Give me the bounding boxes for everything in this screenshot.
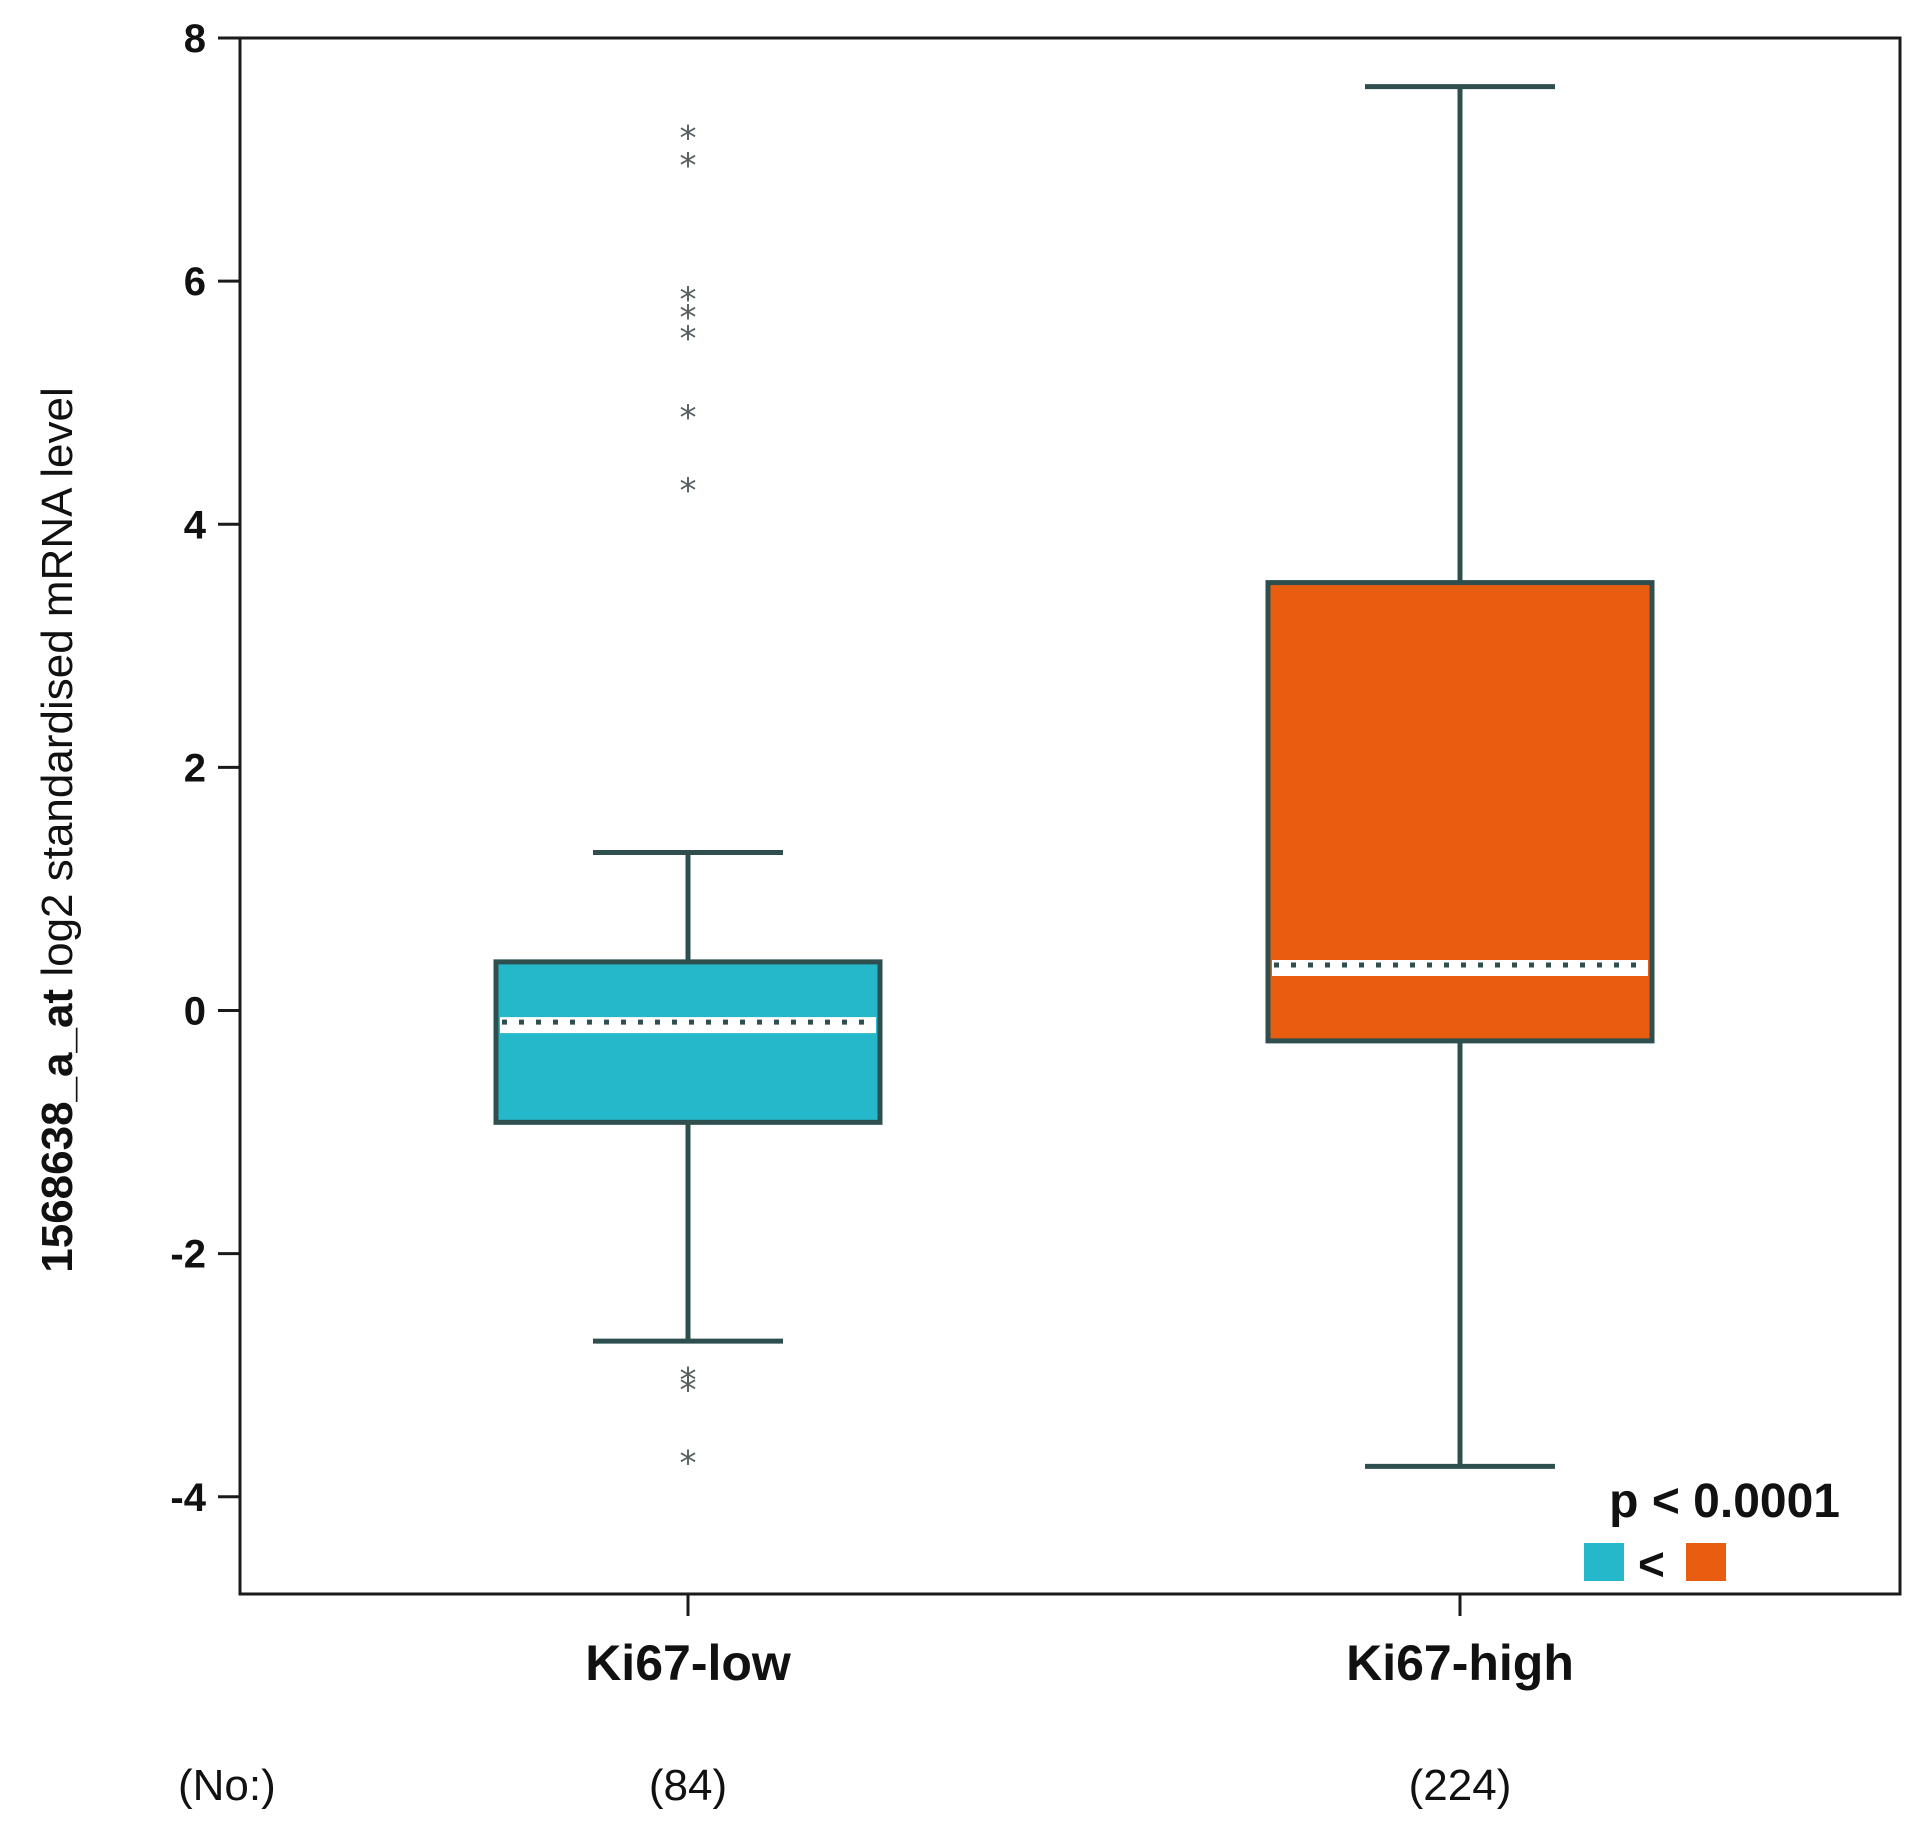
outlier-point: *: [680, 146, 697, 186]
outlier-point: *: [680, 1361, 697, 1401]
y-axis-label: 1568638_a_at log2 standardised mRNA leve…: [33, 387, 82, 1273]
iqr-box: [493, 959, 883, 1125]
legend-swatch-low: [1584, 1543, 1624, 1581]
y-tick-label: 6: [184, 260, 206, 304]
x-axis: Ki67-low (84) Ki67-high (224): [585, 1594, 1574, 1810]
y-tick-label: -2: [170, 1233, 206, 1277]
y-axis-label-unit: log2 standardised mRNA level: [33, 387, 82, 989]
outlier-point: *: [680, 1370, 697, 1410]
plot-frame: [238, 36, 1902, 1596]
y-tick-label: 2: [184, 746, 206, 790]
outlier-point: *: [680, 298, 697, 338]
y-tick-label: -4: [170, 1476, 206, 1520]
box-ki67-high: [1265, 84, 1655, 1469]
x-category-label: Ki67-high: [1346, 1635, 1574, 1691]
outlier-point: *: [680, 398, 697, 438]
x-category-label: Ki67-low: [585, 1635, 791, 1691]
y-tick-label: 8: [184, 17, 206, 61]
outlier-point: *: [680, 1443, 697, 1483]
count-row-label: (No:): [178, 1761, 276, 1810]
y-tick-label: 4: [184, 503, 207, 547]
box-ki67-low: **********: [493, 118, 883, 1483]
y-axis-label-probe: 1568638_a_at: [33, 989, 82, 1273]
outlier-point: *: [680, 319, 697, 359]
y-tick-label: 0: [184, 990, 206, 1034]
legend-swatch-high: [1686, 1543, 1726, 1581]
group-count-label: (224): [1409, 1761, 1512, 1810]
outlier-point: *: [680, 471, 697, 511]
legend-comparison-symbol: <: [1638, 1538, 1665, 1590]
group-count-label: (84): [649, 1761, 727, 1810]
p-value-annotation: p < 0.0001: [1609, 1475, 1840, 1528]
outlier-point: *: [680, 280, 697, 320]
box-group-layer: **********: [493, 84, 1655, 1483]
y-axis: -4 -2 0 2 4 6 8: [170, 17, 240, 1520]
outlier-point: *: [680, 118, 697, 158]
